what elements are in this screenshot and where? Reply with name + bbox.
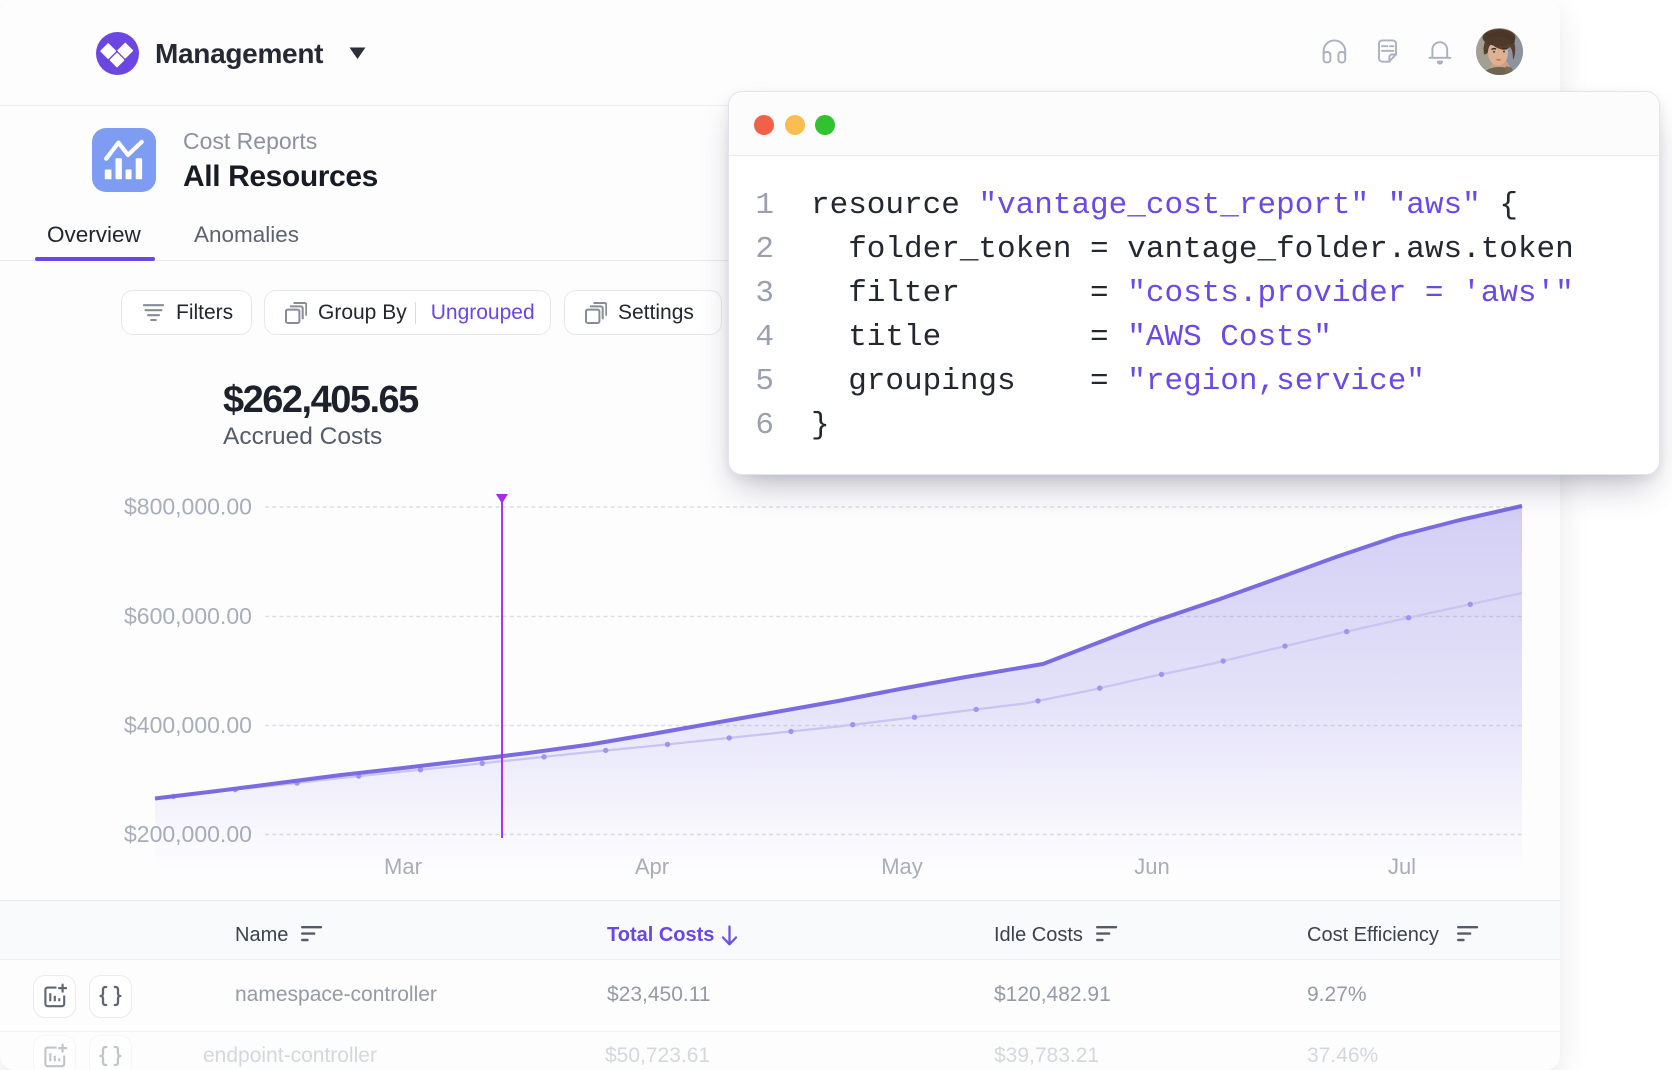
svg-text:$800,000.00: $800,000.00 <box>124 494 252 520</box>
svg-text:$600,000.00: $600,000.00 <box>124 603 252 629</box>
svg-text:$400,000.00: $400,000.00 <box>124 712 252 738</box>
